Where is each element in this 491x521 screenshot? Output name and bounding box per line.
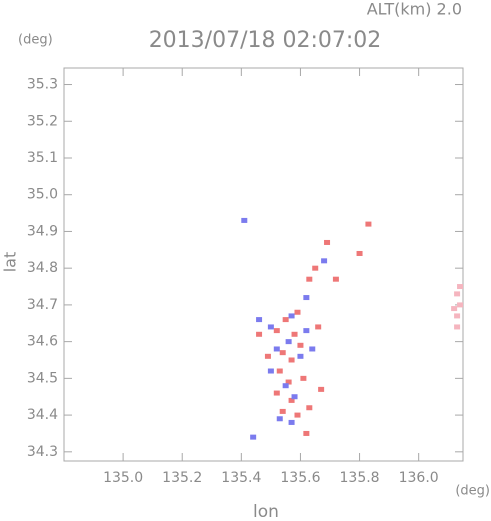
echo-point bbox=[273, 328, 280, 334]
echo-point bbox=[365, 221, 372, 227]
plot-frame bbox=[63, 67, 464, 462]
y-axis-label: lat bbox=[1, 252, 20, 273]
echo-point bbox=[264, 353, 271, 359]
x-axis-label: lon bbox=[253, 502, 279, 521]
chart-title: 2013/07/18 02:07:02 bbox=[149, 28, 382, 53]
echo-point bbox=[309, 346, 316, 352]
echo-point bbox=[273, 390, 280, 396]
echo-point bbox=[282, 317, 289, 323]
echo-point bbox=[315, 324, 322, 330]
altitude-label: ALT(km) 2.0 bbox=[367, 0, 462, 19]
echo-point bbox=[297, 353, 304, 359]
x-tick-label: 136.0 bbox=[399, 470, 439, 486]
echo-point bbox=[454, 291, 461, 297]
echo-point bbox=[321, 258, 328, 264]
echo-point bbox=[250, 434, 257, 440]
echo-point bbox=[291, 394, 298, 400]
x-tick-label: 135.0 bbox=[103, 470, 143, 486]
y-tick-label: 34.4 bbox=[27, 407, 58, 423]
x-tick-label: 135.6 bbox=[280, 470, 320, 486]
echo-point bbox=[267, 324, 274, 330]
echo-point bbox=[291, 331, 298, 337]
echo-point bbox=[300, 375, 307, 381]
y-tick-label: 34.9 bbox=[27, 223, 58, 239]
x-tick-label: 135.4 bbox=[221, 470, 261, 486]
echo-point bbox=[297, 342, 304, 348]
y-tick-label: 35.3 bbox=[27, 77, 58, 93]
echo-point bbox=[454, 313, 461, 319]
echo-point bbox=[279, 350, 286, 356]
echo-point bbox=[332, 276, 339, 282]
y-tick-label: 34.7 bbox=[27, 297, 58, 313]
echo-point bbox=[279, 408, 286, 414]
x-tick-label: 135.2 bbox=[162, 470, 202, 486]
echo-point bbox=[303, 430, 310, 436]
x-unit: (deg) bbox=[455, 484, 490, 499]
echo-point bbox=[256, 317, 263, 323]
echo-point bbox=[306, 405, 313, 411]
echo-point bbox=[303, 295, 310, 301]
echo-point bbox=[241, 217, 248, 223]
echo-point bbox=[457, 284, 464, 290]
y-tick-label: 35.2 bbox=[27, 113, 58, 129]
echo-point bbox=[454, 324, 461, 330]
echo-point bbox=[276, 368, 283, 374]
echo-point bbox=[312, 265, 319, 271]
echo-point bbox=[267, 368, 274, 374]
echo-point bbox=[273, 346, 280, 352]
echo-point bbox=[288, 419, 295, 425]
echo-point bbox=[288, 313, 295, 319]
echo-point bbox=[285, 339, 292, 345]
echo-point bbox=[285, 379, 292, 385]
y-tick-label: 34.3 bbox=[27, 444, 58, 460]
y-tick-label: 34.8 bbox=[27, 260, 58, 276]
echo-point bbox=[324, 239, 331, 245]
echo-point bbox=[356, 250, 363, 256]
y-unit: (deg) bbox=[18, 33, 53, 48]
y-tick-label: 35.0 bbox=[27, 187, 58, 203]
echo-point bbox=[294, 309, 301, 315]
echo-point bbox=[256, 331, 263, 337]
echo-point bbox=[276, 416, 283, 422]
echo-point bbox=[294, 412, 301, 418]
x-tick-label: 135.8 bbox=[340, 470, 380, 486]
echo-point bbox=[288, 397, 295, 403]
y-tick-label: 34.5 bbox=[27, 370, 58, 386]
echo-point bbox=[306, 276, 313, 282]
echo-point bbox=[451, 306, 458, 312]
y-tick-label: 35.1 bbox=[27, 150, 58, 166]
echo-point bbox=[288, 357, 295, 363]
echo-point bbox=[457, 302, 464, 308]
echo-point bbox=[303, 328, 310, 334]
echo-point bbox=[318, 386, 325, 392]
echo-point bbox=[282, 383, 289, 389]
y-tick-label: 34.6 bbox=[27, 334, 58, 350]
